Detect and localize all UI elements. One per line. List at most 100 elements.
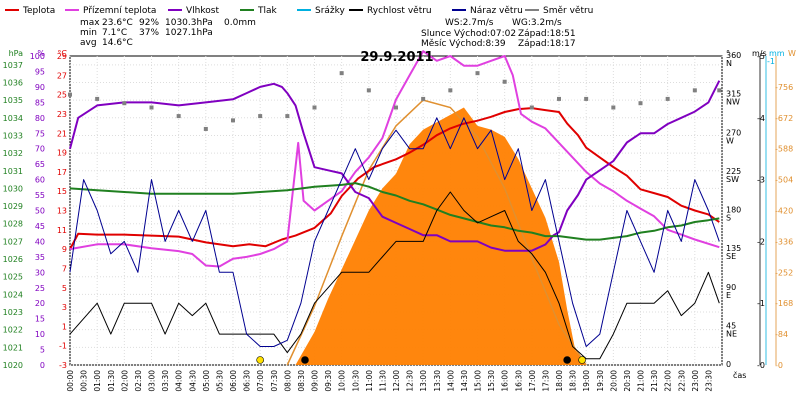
x-axis-tick: 18:30 (569, 370, 578, 392)
stat-humidity: 37% (139, 28, 159, 38)
wind-direction-point (258, 114, 263, 119)
humidity-axis-tick: 35 (35, 253, 45, 262)
pressure-axis-tick: 1027 (3, 237, 23, 246)
x-axis-tick: 16:30 (514, 370, 523, 392)
wind-axis-label: m/s (752, 49, 767, 58)
x-axis-tick: 00:00 (66, 370, 75, 392)
x-axis-tick: 07:30 (270, 370, 279, 392)
x-axis-tick: 15:30 (487, 370, 496, 392)
temperature-axis-tick: 11 (57, 226, 67, 235)
direction-axis-compass: N (726, 59, 732, 68)
stat-wind-speed: WS:2.7m/s (445, 18, 494, 28)
series-solar-max (286, 99, 587, 366)
wind-direction-point (502, 79, 507, 84)
stat-moonrise: Měsíc Východ:8:39 (421, 39, 506, 49)
x-axis-tick: 20:30 (623, 370, 632, 392)
direction-axis-compass: W (726, 136, 734, 145)
direction-axis-compass: NE (726, 329, 737, 338)
wind-axis-tick: -0 (757, 361, 765, 370)
wind-axis-tick: -2 (757, 237, 765, 246)
humidity-axis-tick: 60 (35, 176, 45, 185)
temperature-axis-tick: 17 (57, 168, 67, 177)
pressure-axis-tick: 1034 (3, 114, 23, 123)
wind-direction-point (312, 105, 317, 110)
wind-direction-point (394, 105, 398, 110)
pressure-axis-tick: 1024 (3, 290, 23, 299)
temperature-axis-tick: 7 (62, 264, 67, 273)
wind-direction-point (448, 88, 453, 93)
wind-axis-tick: -3 (757, 176, 765, 185)
direction-axis-tick: 315 (726, 90, 741, 99)
wind-direction-point (285, 114, 290, 119)
direction-axis-tick: 45 (726, 321, 736, 330)
series-vlhkost (69, 80, 721, 252)
x-axis-tick: 21:30 (650, 370, 659, 392)
solar-axis-tick: -420 (775, 207, 793, 216)
wind-axis-tick: -5 (757, 52, 765, 61)
x-axis-tick: 05:30 (215, 370, 224, 392)
wind-direction-point (638, 101, 643, 106)
temperature-axis-tick: -3 (59, 361, 67, 370)
direction-axis-label: ° (726, 49, 730, 58)
x-axis-tick: 13:00 (419, 370, 428, 392)
stat-row-label: max (80, 18, 100, 28)
x-axis-tick: 10:00 (338, 370, 347, 392)
stat-sunset: Západ:18:51 (518, 29, 576, 39)
wind-direction-point (122, 101, 127, 106)
x-axis-tick: 15:00 (474, 370, 483, 392)
pressure-axis-tick: 1028 (3, 220, 23, 229)
x-axis-tick: 21:00 (637, 370, 646, 392)
pressure-axis-label: hPa (9, 49, 24, 58)
x-axis-tick: 14:00 (446, 370, 455, 392)
wind-axis-tick: -4 (757, 114, 765, 123)
legend-label: Náraz větru (470, 6, 523, 16)
humidity-axis-tick: 25 (35, 284, 45, 293)
solar-axis-tick: -0 (775, 361, 783, 370)
humidity-axis-tick: 85 (35, 98, 45, 107)
legend-label: Tlak (257, 6, 278, 16)
series-teplota (69, 107, 720, 250)
direction-axis-tick: 0 (726, 360, 731, 369)
temperature-axis-tick: 23 (57, 110, 67, 119)
wind-direction-point (176, 114, 181, 119)
x-axis-tick: 02:00 (120, 370, 129, 392)
wind-direction-point (584, 96, 589, 101)
solar-axis-tick: -252 (775, 268, 793, 277)
x-axis-tick: 06:00 (229, 370, 238, 392)
statistics-panel: max 23.6°C 92% 1030.3hPa 0.0mm min 7.1°C 37% 102… (80, 18, 576, 49)
chart-title: 29.9.2011 (360, 50, 433, 65)
solar-radiation (70, 99, 720, 366)
solar-axis-tick: -84 (775, 330, 788, 339)
wind-direction-point (149, 105, 154, 110)
direction-axis-tick: 180 (726, 206, 741, 215)
x-axis-tick: 19:00 (582, 370, 591, 392)
legend-label: Teplota (22, 6, 55, 16)
x-axis-tick: 12:30 (406, 370, 415, 392)
pressure-axis-tick: 1037 (3, 61, 23, 70)
direction-axis-compass: SE (726, 252, 736, 261)
solar-axis-tick: -504 (775, 176, 793, 185)
temperature-axis-tick: 13 (57, 207, 67, 216)
direction-axis-compass: S (726, 214, 731, 223)
pressure-axis-tick: 1033 (3, 131, 23, 140)
temperature-axis-tick: 1 (62, 322, 67, 331)
pressure-axis-tick: 1022 (3, 326, 23, 335)
humidity-axis-tick: 15 (35, 315, 45, 324)
temperature-axis-tick: 5 (62, 284, 67, 293)
x-axis-tick: 03:30 (161, 370, 170, 392)
stat-pressure: 1027.1hPa (165, 28, 213, 38)
x-axis-tick: 01:30 (107, 370, 116, 392)
stat-temperature: 14.6°C (102, 38, 133, 48)
humidity-axis-tick: 5 (40, 346, 45, 355)
solar-axis-tick: -168 (775, 299, 793, 308)
humidity-axis-tick: 20 (35, 299, 45, 308)
wind-direction-point (95, 96, 100, 101)
stat-wind-gust: WG:3.2m/s (512, 18, 562, 28)
pressure-axis-tick: 1030 (3, 184, 23, 193)
x-axis-tick: 04:00 (175, 370, 184, 392)
temperature-axis-tick: 25 (57, 91, 67, 100)
stat-humidity: 92% (139, 18, 159, 28)
humidity-axis-tick: 100 (30, 52, 45, 61)
direction-axis-compass: SW (726, 175, 739, 184)
